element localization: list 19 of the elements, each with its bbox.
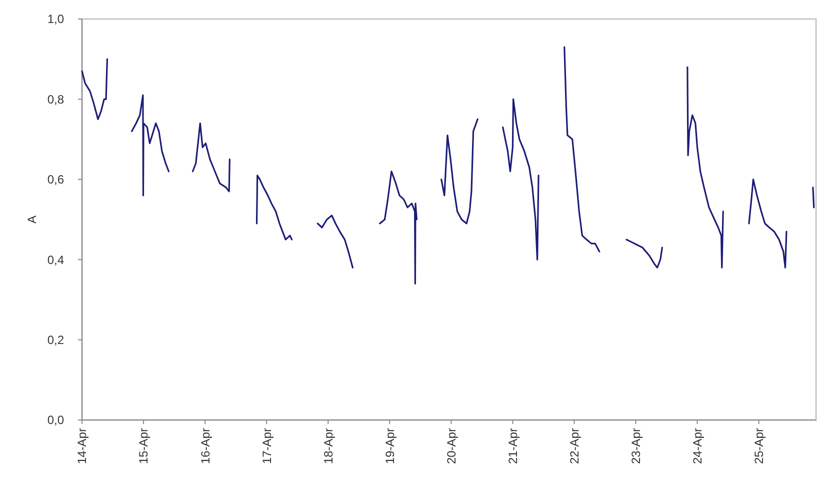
y-tick-label: 1,0: [47, 12, 64, 26]
y-tick-label: 0,0: [47, 413, 64, 428]
y-tick-label: 0,4: [47, 252, 64, 267]
x-tick-label: 15-Apr: [136, 428, 151, 464]
y-tick-label: 0,8: [47, 92, 64, 106]
y-tick-label: 0,2: [47, 333, 64, 347]
x-tick-label: 22-Apr: [567, 428, 582, 464]
x-tick-label: 21-Apr: [506, 428, 520, 464]
x-tick-label: 23-Apr: [628, 428, 643, 464]
x-tick-label: 24-Apr: [690, 428, 704, 464]
x-tick-label: 14-Apr: [75, 428, 90, 464]
x-tick-label: 25-Apr: [752, 428, 766, 464]
x-tick-label: 16-Apr: [198, 428, 212, 464]
x-tick-label: 17-Apr: [260, 428, 274, 464]
y-axis-title: A: [25, 215, 39, 224]
x-tick-label: 20-Apr: [444, 428, 458, 464]
x-tick-label: 19-Apr: [382, 428, 397, 464]
x-tick-label: 18-Apr: [321, 428, 336, 464]
y-tick-label: 0,6: [47, 172, 64, 187]
